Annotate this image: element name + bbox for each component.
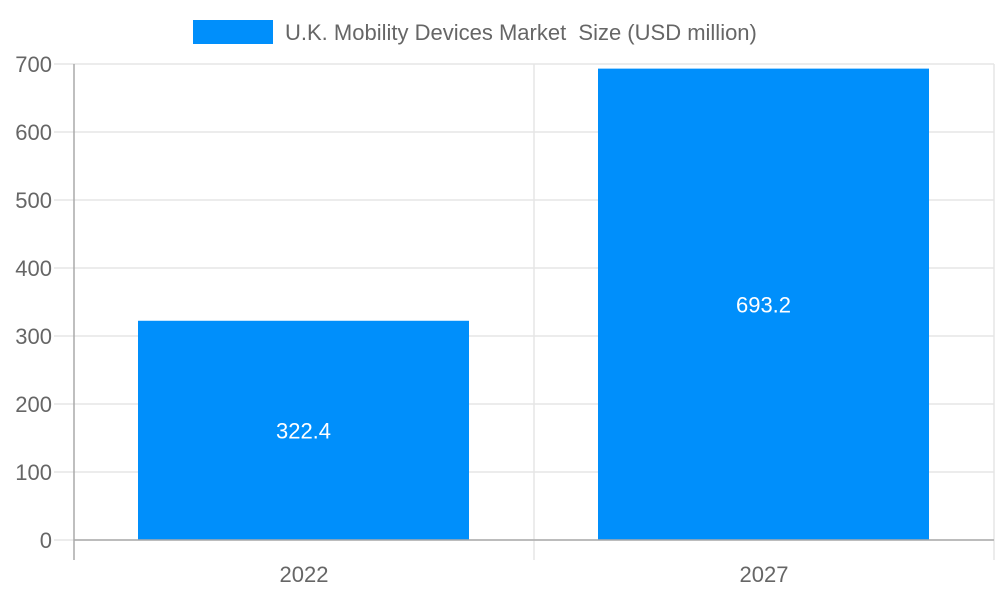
legend-swatch [193,20,273,44]
y-tick-label: 700 [15,52,52,77]
x-tick-label: 2027 [740,562,789,587]
bar-2027[interactable] [598,68,929,541]
bar-2022[interactable] [138,320,469,540]
y-tick-label: 400 [15,256,52,281]
axes [73,64,994,560]
legend[interactable]: U.K. Mobility Devices Market Size (USD m… [193,20,757,45]
y-tick-label: 0 [40,528,52,553]
y-tick-label: 300 [15,324,52,349]
data-label: 322.4 [276,418,331,443]
bars: 322.4 693.2 [138,68,929,541]
y-tick-label: 500 [15,188,52,213]
y-tick-label: 100 [15,460,52,485]
y-tick-label: 600 [15,120,52,145]
y-axis-ticks: 0 100 200 300 400 500 600 700 [15,52,52,553]
data-label: 693.2 [736,292,791,317]
y-tick-label: 200 [15,392,52,417]
x-axis-ticks: 2022 2027 [280,562,789,587]
legend-label: U.K. Mobility Devices Market Size (USD m… [285,20,757,45]
x-tick-label: 2022 [280,562,329,587]
